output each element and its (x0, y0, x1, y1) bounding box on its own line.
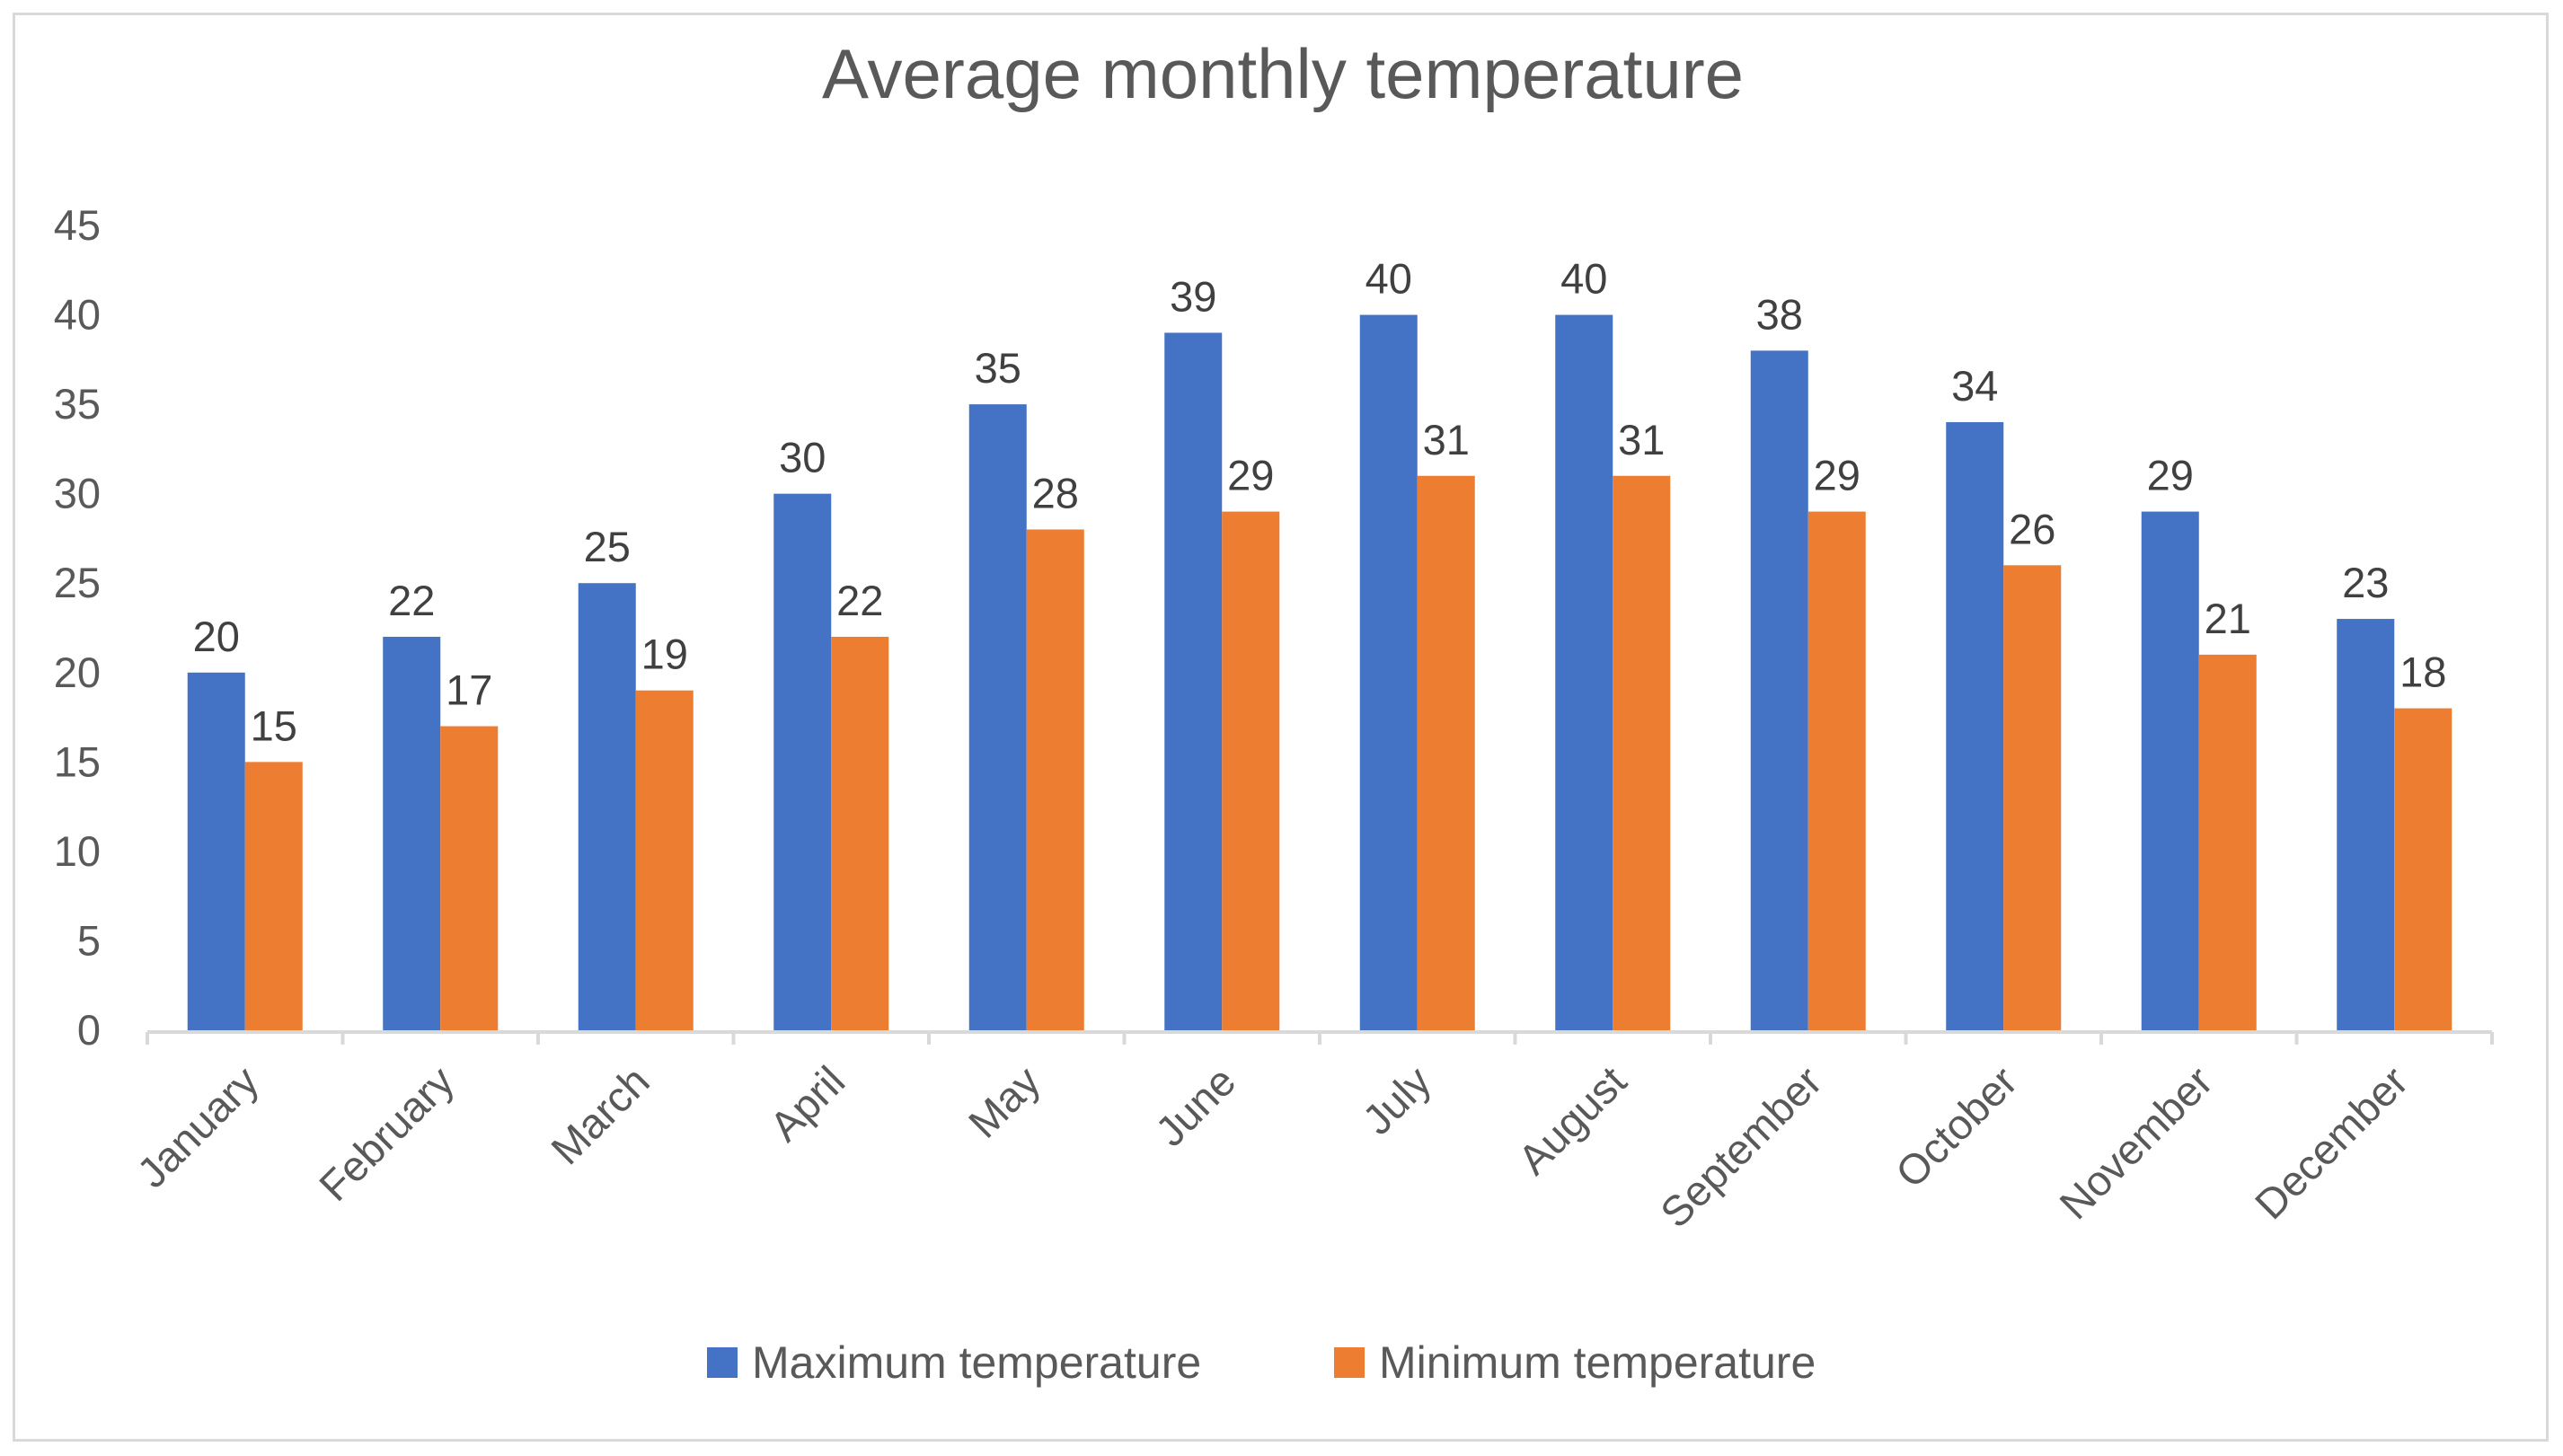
max-temp-bar[interactable] (578, 583, 636, 1030)
max-temp-value-label: 34 (1951, 362, 1998, 410)
x-category-label: February (310, 1056, 464, 1210)
legend-swatch-max (707, 1347, 738, 1378)
x-category-label: September (1651, 1057, 1831, 1237)
max-temp-value-label: 25 (584, 523, 631, 570)
max-temp-bar[interactable] (1750, 350, 1808, 1030)
chart-frame: Average monthly temperature 0 5 10 15 20 25 30… (13, 13, 2549, 1442)
max-temp-value-label: 38 (1756, 290, 1803, 338)
min-temp-value-label: 29 (1227, 452, 1274, 499)
max-temp-bar[interactable] (2141, 511, 2199, 1030)
max-temp-value-label: 40 (1365, 255, 1412, 303)
min-temp-value-label: 21 (2205, 595, 2251, 642)
x-category-label: July (1353, 1056, 1440, 1143)
max-temp-value-label: 39 (1170, 272, 1216, 320)
max-temp-bar[interactable] (1555, 314, 1613, 1030)
max-temp-value-label: 35 (975, 344, 1021, 392)
y-tick-label: 20 (54, 649, 101, 696)
y-tick-label: 35 (54, 380, 101, 428)
max-temp-bar[interactable] (1946, 422, 2004, 1030)
chart-title: Average monthly temperature (822, 34, 1744, 113)
y-tick-label: 15 (54, 737, 101, 785)
min-temp-bar[interactable] (244, 762, 303, 1030)
min-temp-bar[interactable] (1613, 475, 1671, 1030)
legend-label-min: Minimum temperature (1379, 1337, 1816, 1388)
max-temp-bar[interactable] (187, 672, 245, 1030)
y-tick-label: 45 (54, 201, 101, 249)
min-temp-value-label: 31 (1423, 416, 1470, 463)
min-temp-bar[interactable] (440, 726, 499, 1030)
max-temp-value-label: 30 (779, 434, 826, 481)
min-temp-value-label: 22 (836, 577, 883, 624)
min-temp-bar[interactable] (2394, 708, 2453, 1030)
min-temp-value-label: 19 (641, 631, 688, 678)
min-temp-value-label: 18 (2399, 649, 2446, 696)
min-temp-value-label: 17 (446, 666, 492, 714)
y-tick-label: 30 (54, 470, 101, 517)
max-temp-bar[interactable] (1164, 332, 1223, 1030)
max-temp-value-label: 22 (388, 577, 435, 624)
min-temp-value-label: 31 (1618, 416, 1665, 463)
x-category-label: October (1887, 1057, 2027, 1197)
min-temp-bar[interactable] (831, 636, 889, 1030)
legend-label-max: Maximum temperature (752, 1337, 1201, 1388)
max-temp-value-label: 20 (193, 613, 240, 660)
x-category-label: August (1508, 1057, 1635, 1184)
min-temp-bar[interactable] (635, 690, 694, 1030)
x-category-label: December (2246, 1057, 2417, 1229)
y-tick-label: 40 (54, 291, 101, 339)
chart-svg: Average monthly temperature 051015202530… (54, 34, 2494, 1388)
max-temp-bar[interactable] (773, 493, 832, 1030)
x-axis: January February March April May June July Augu… (128, 1030, 2494, 1237)
y-tick-label: 5 (77, 916, 101, 964)
min-temp-bar[interactable] (2003, 565, 2062, 1030)
max-temp-bar[interactable] (383, 636, 441, 1030)
value-labels: 20 22 25 30 35 39 40 40 38 34 29 23 15 17 19 22 28 29 31 31… (193, 255, 2447, 750)
min-temp-bar[interactable] (1807, 511, 1866, 1030)
min-temp-value-label: 28 (1032, 469, 1079, 516)
y-tick-label: 0 (77, 1006, 101, 1054)
max-temp-bar[interactable] (968, 404, 1027, 1031)
min-temp-value-label: 26 (2009, 505, 2055, 552)
x-category-label: January (128, 1056, 268, 1196)
max-temp-bar[interactable] (2337, 619, 2395, 1030)
max-temp-value-label: 29 (2147, 452, 2194, 499)
x-category-label: May (959, 1056, 1050, 1147)
min-temp-bar[interactable] (1026, 529, 1084, 1030)
x-category-label: April (760, 1057, 853, 1151)
x-category-label: November (2050, 1057, 2222, 1229)
min-temp-bar[interactable] (2198, 654, 2257, 1030)
y-tick-label: 10 (54, 827, 101, 875)
x-category-label: March (542, 1057, 658, 1174)
max-temp-bar[interactable] (1359, 314, 1418, 1030)
min-temp-value-label: 15 (251, 702, 297, 749)
max-temp-value-label: 23 (2342, 559, 2389, 606)
y-tick-label: 25 (54, 559, 101, 606)
min-temp-value-label: 29 (1814, 452, 1860, 499)
legend-swatch-min (1334, 1347, 1365, 1378)
bars (187, 314, 2453, 1031)
x-category-label: June (1146, 1057, 1245, 1156)
min-temp-bar[interactable] (1222, 511, 1280, 1030)
legend[interactable]: Maximum temperature Minimum temperature (707, 1337, 1816, 1388)
min-temp-bar[interactable] (1417, 475, 1475, 1030)
y-axis: 0 5 10 15 20 25 30 35 40 45 (54, 201, 101, 1054)
max-temp-value-label: 40 (1560, 255, 1607, 303)
